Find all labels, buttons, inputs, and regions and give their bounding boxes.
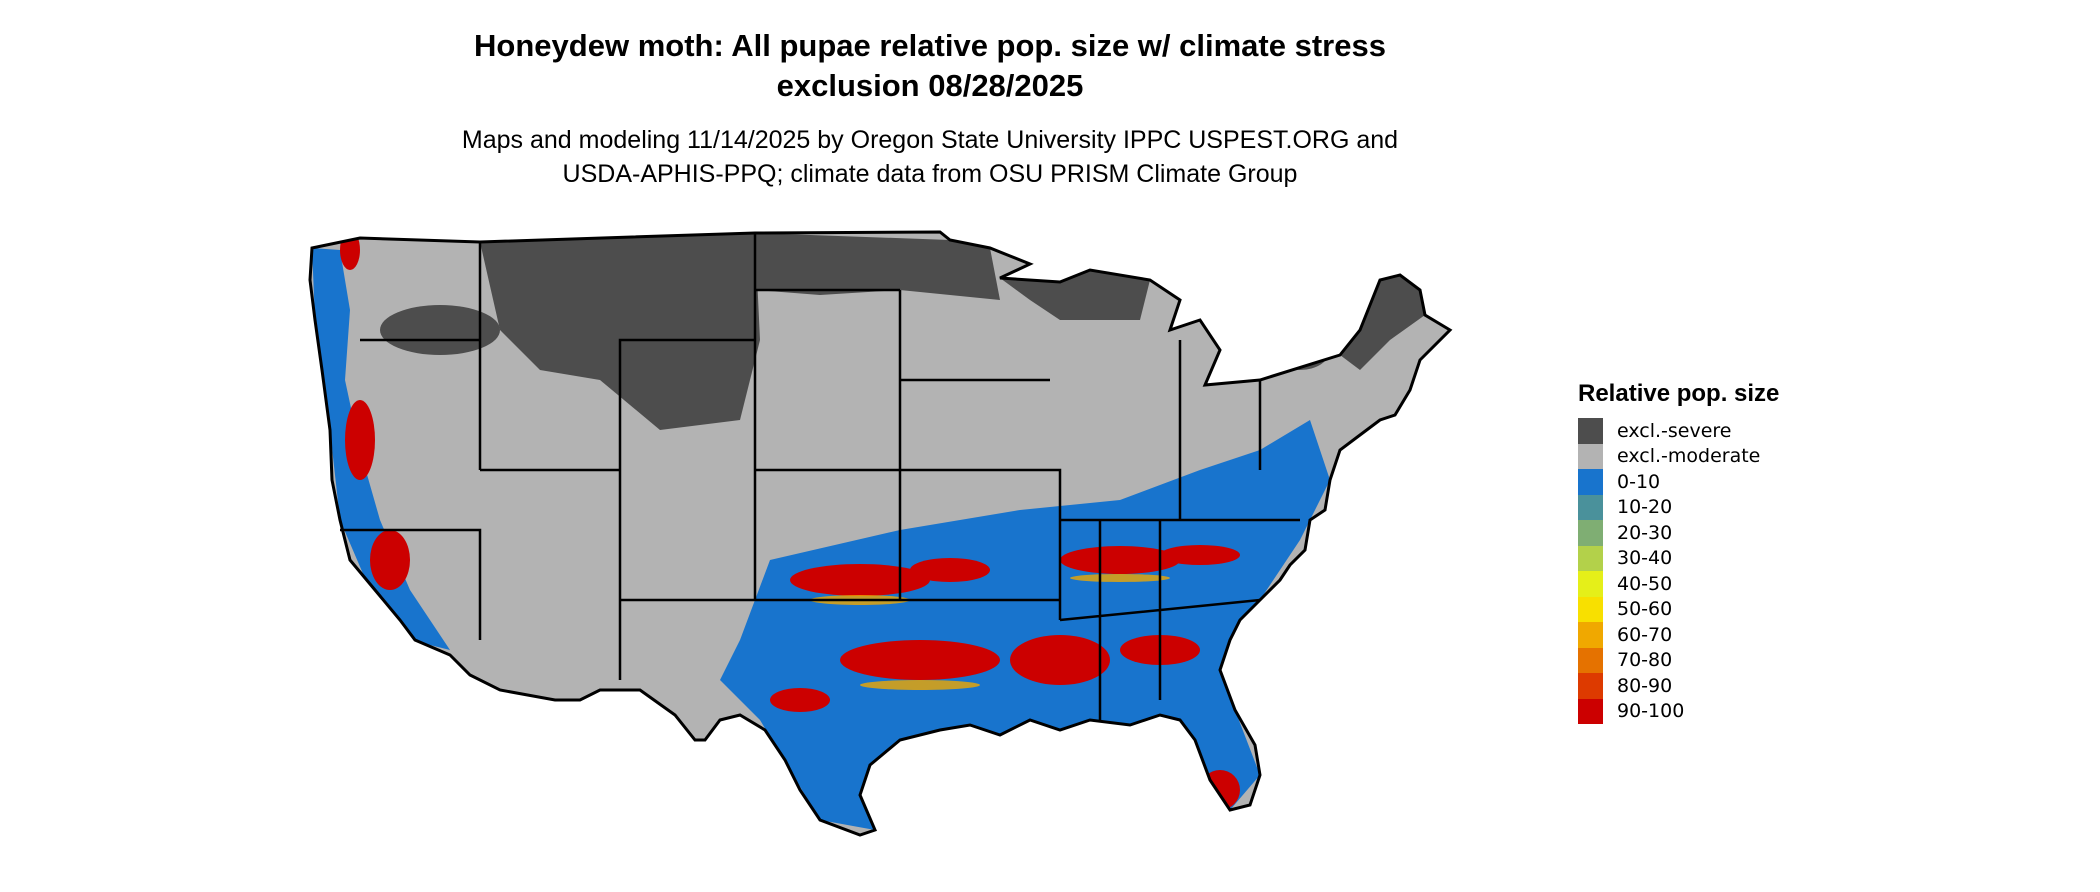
legend-item: 30-40: [1578, 545, 1779, 571]
legend-label: 60-70: [1617, 623, 1673, 646]
legend-label: excl.-moderate: [1617, 445, 1761, 468]
legend-label: 70-80: [1617, 649, 1673, 672]
legend-swatch: [1578, 418, 1603, 444]
map-title-line-2: exclusion 08/28/2025: [776, 68, 1084, 103]
legend-item: 0-10: [1578, 469, 1779, 495]
legend-item: 60-70: [1578, 622, 1779, 648]
legend-item: 10-20: [1578, 494, 1779, 520]
legend-item: excl.-moderate: [1578, 443, 1779, 469]
legend-label: 50-60: [1617, 598, 1673, 621]
legend-item: 90-100: [1578, 698, 1779, 724]
legend-item: 70-80: [1578, 647, 1779, 673]
legend-swatch: [1578, 622, 1603, 648]
legend-swatch: [1578, 520, 1603, 546]
legend-item: 50-60: [1578, 596, 1779, 622]
legend-label: excl.-severe: [1617, 419, 1732, 442]
legend-swatch: [1578, 673, 1603, 699]
legend-swatch: [1578, 443, 1603, 469]
legend-swatch: [1578, 698, 1603, 724]
legend-label: 0-10: [1617, 470, 1661, 493]
legend-label: 10-20: [1617, 496, 1673, 519]
legend-swatch: [1578, 494, 1603, 520]
legend-item: excl.-severe: [1578, 418, 1779, 444]
map-title-line-1: Honeydew moth: All pupae relative pop. s…: [474, 28, 1386, 63]
region-0-10: [312, 248, 1330, 830]
legend-swatch: [1578, 545, 1603, 571]
legend-item: 80-90: [1578, 673, 1779, 699]
legend-label: 20-30: [1617, 521, 1673, 544]
legend-swatch: [1578, 596, 1603, 622]
legend-label: 30-40: [1617, 547, 1673, 570]
legend-title: Relative pop. size: [1578, 380, 1780, 407]
state-boundaries: [340, 233, 1300, 720]
legend-swatch: [1578, 647, 1603, 673]
legend-label: 40-50: [1617, 572, 1673, 595]
legend-item: 40-50: [1578, 571, 1779, 597]
legend-swatch: [1578, 469, 1603, 495]
map-subtitle-line-2: USDA-APHIS-PPQ; climate data from OSU PR…: [562, 160, 1298, 188]
us-map: [308, 230, 1452, 837]
legend-label: 80-90: [1617, 674, 1673, 697]
legend-item: 20-30: [1578, 520, 1779, 546]
legend-swatch: [1578, 571, 1603, 597]
legend-label: 90-100: [1617, 700, 1685, 723]
map-subtitle-line-1: Maps and modeling 11/14/2025 by Oregon S…: [461, 126, 1399, 154]
region-90-100: [340, 232, 1240, 810]
legend: Relative pop. size excl.-severe excl.-mod…: [1578, 380, 1779, 724]
